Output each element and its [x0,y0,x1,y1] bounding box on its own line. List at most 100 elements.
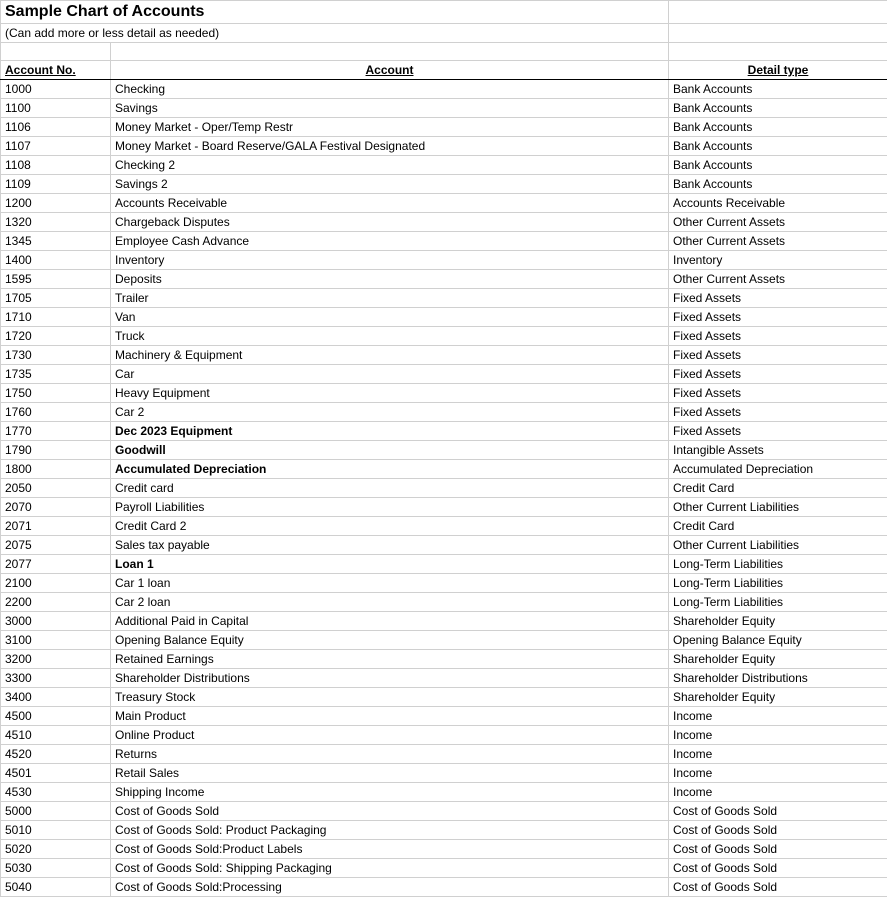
cell-account-no: 1770 [1,422,111,441]
cell-account-no: 1760 [1,403,111,422]
cell-detail-type: Fixed Assets [669,422,887,441]
cell-account-no: 1800 [1,460,111,479]
table-row: 1106Money Market - Oper/Temp RestrBank A… [1,118,887,137]
page-title: Sample Chart of Accounts [1,1,669,24]
cell-account-no: 3300 [1,669,111,688]
subtitle-row: (Can add more or less detail as needed) [1,24,887,43]
cell-account-no: 2075 [1,536,111,555]
cell-account: Cost of Goods Sold: Shipping Packaging [111,859,669,878]
cell-account-no: 1000 [1,80,111,99]
cell-account: Inventory [111,251,669,270]
cell-account-no: 5030 [1,859,111,878]
cell-account: Loan 1 [111,555,669,574]
cell-account: Shipping Income [111,783,669,802]
cell-detail-type: Income [669,726,887,745]
table-row: 5030Cost of Goods Sold: Shipping Packagi… [1,859,887,878]
cell-account-no: 2050 [1,479,111,498]
cell-account: Treasury Stock [111,688,669,707]
cell-account: Sales tax payable [111,536,669,555]
table-row: 4510Online ProductIncome [1,726,887,745]
table-row: 4520ReturnsIncome [1,745,887,764]
cell-account-no: 1100 [1,99,111,118]
title-row: Sample Chart of Accounts [1,1,887,24]
cell-detail-type: Shareholder Equity [669,650,887,669]
cell-detail-type: Shareholder Distributions [669,669,887,688]
cell-detail-type: Long-Term Liabilities [669,555,887,574]
cell-detail-type: Fixed Assets [669,289,887,308]
table-row: 1770Dec 2023 EquipmentFixed Assets [1,422,887,441]
cell-account: Heavy Equipment [111,384,669,403]
cell-account: Car [111,365,669,384]
cell-detail-type: Fixed Assets [669,308,887,327]
cell-account-no: 1106 [1,118,111,137]
table-row: 1800Accumulated DepreciationAccumulated … [1,460,887,479]
cell-account: Money Market - Board Reserve/GALA Festiv… [111,137,669,156]
cell-detail-type: Other Current Assets [669,232,887,251]
cell-account-no: 1200 [1,194,111,213]
cell-detail-type: Bank Accounts [669,175,887,194]
cell-account-no: 2071 [1,517,111,536]
cell-account: Car 1 loan [111,574,669,593]
cell-account: Truck [111,327,669,346]
table-row: 1107Money Market - Board Reserve/GALA Fe… [1,137,887,156]
table-row: 5020Cost of Goods Sold:Product LabelsCos… [1,840,887,859]
cell-account-no: 1750 [1,384,111,403]
cell-detail-type: Fixed Assets [669,365,887,384]
cell-detail-type: Long-Term Liabilities [669,593,887,612]
cell-account: Accumulated Depreciation [111,460,669,479]
cell-account-no: 3000 [1,612,111,631]
table-row: 3100Opening Balance EquityOpening Balanc… [1,631,887,650]
cell-account-no: 4500 [1,707,111,726]
cell-account-no: 1320 [1,213,111,232]
page-subtitle: (Can add more or less detail as needed) [1,24,669,43]
empty-cell [669,43,887,61]
cell-account: Retail Sales [111,764,669,783]
cell-account-no: 4530 [1,783,111,802]
cell-account: Machinery & Equipment [111,346,669,365]
cell-detail-type: Inventory [669,251,887,270]
cell-account-no: 2200 [1,593,111,612]
cell-account: Van [111,308,669,327]
cell-account: Savings [111,99,669,118]
cell-account: Credit card [111,479,669,498]
table-row: 2070Payroll LiabilitiesOther Current Lia… [1,498,887,517]
cell-detail-type: Other Current Liabilities [669,498,887,517]
cell-detail-type: Long-Term Liabilities [669,574,887,593]
table-row: 1108Checking 2Bank Accounts [1,156,887,175]
cell-account: Opening Balance Equity [111,631,669,650]
cell-account: Cost of Goods Sold [111,802,669,821]
table-row: 2071Credit Card 2Credit Card [1,517,887,536]
cell-detail-type: Accumulated Depreciation [669,460,887,479]
cell-account: Deposits [111,270,669,289]
table-row: 1760Car 2Fixed Assets [1,403,887,422]
table-row: 1000CheckingBank Accounts [1,80,887,99]
cell-detail-type: Fixed Assets [669,384,887,403]
cell-detail-type: Bank Accounts [669,156,887,175]
table-row: 3000Additional Paid in CapitalShareholde… [1,612,887,631]
cell-account-no: 1705 [1,289,111,308]
table-row: 1730Machinery & EquipmentFixed Assets [1,346,887,365]
cell-account-no: 5020 [1,840,111,859]
cell-account-no: 5000 [1,802,111,821]
cell-detail-type: Bank Accounts [669,99,887,118]
table-row: 2200Car 2 loanLong-Term Liabilities [1,593,887,612]
cell-detail-type: Accounts Receivable [669,194,887,213]
cell-detail-type: Cost of Goods Sold [669,802,887,821]
cell-account-no: 2070 [1,498,111,517]
cell-account: Money Market - Oper/Temp Restr [111,118,669,137]
cell-account: Checking [111,80,669,99]
cell-account-no: 3400 [1,688,111,707]
cell-detail-type: Shareholder Equity [669,688,887,707]
table-row: 1750Heavy EquipmentFixed Assets [1,384,887,403]
table-row: 5000Cost of Goods SoldCost of Goods Sold [1,802,887,821]
cell-account-no: 1107 [1,137,111,156]
table-header-row: Account No. Account Detail type [1,61,887,80]
cell-detail-type: Cost of Goods Sold [669,840,887,859]
cell-account: Cost of Goods Sold:Processing [111,878,669,897]
table-row: 2100Car 1 loanLong-Term Liabilities [1,574,887,593]
cell-account: Returns [111,745,669,764]
spacer-row [1,43,887,61]
cell-account: Trailer [111,289,669,308]
empty-cell [111,43,669,61]
table-row: 1200Accounts ReceivableAccounts Receivab… [1,194,887,213]
